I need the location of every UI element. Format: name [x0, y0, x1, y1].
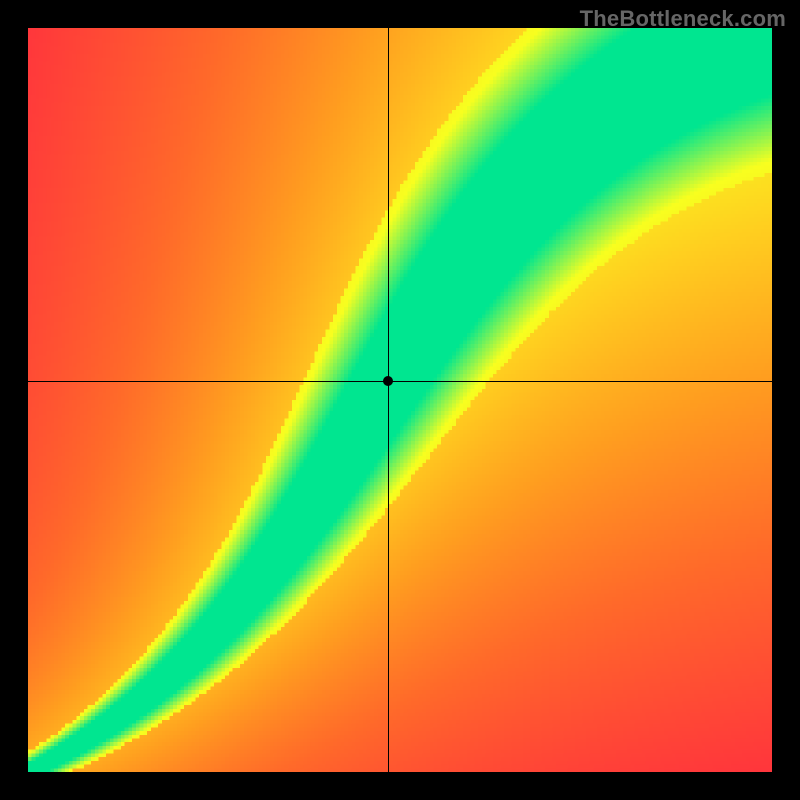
crosshair-marker[interactable]: [383, 376, 393, 386]
crosshair-horizontal: [28, 381, 772, 382]
heatmap-canvas: [28, 28, 772, 772]
crosshair-vertical: [388, 28, 389, 772]
watermark-text: TheBottleneck.com: [580, 6, 786, 32]
heatmap-plot: [28, 28, 772, 772]
chart-container: TheBottleneck.com: [0, 0, 800, 800]
